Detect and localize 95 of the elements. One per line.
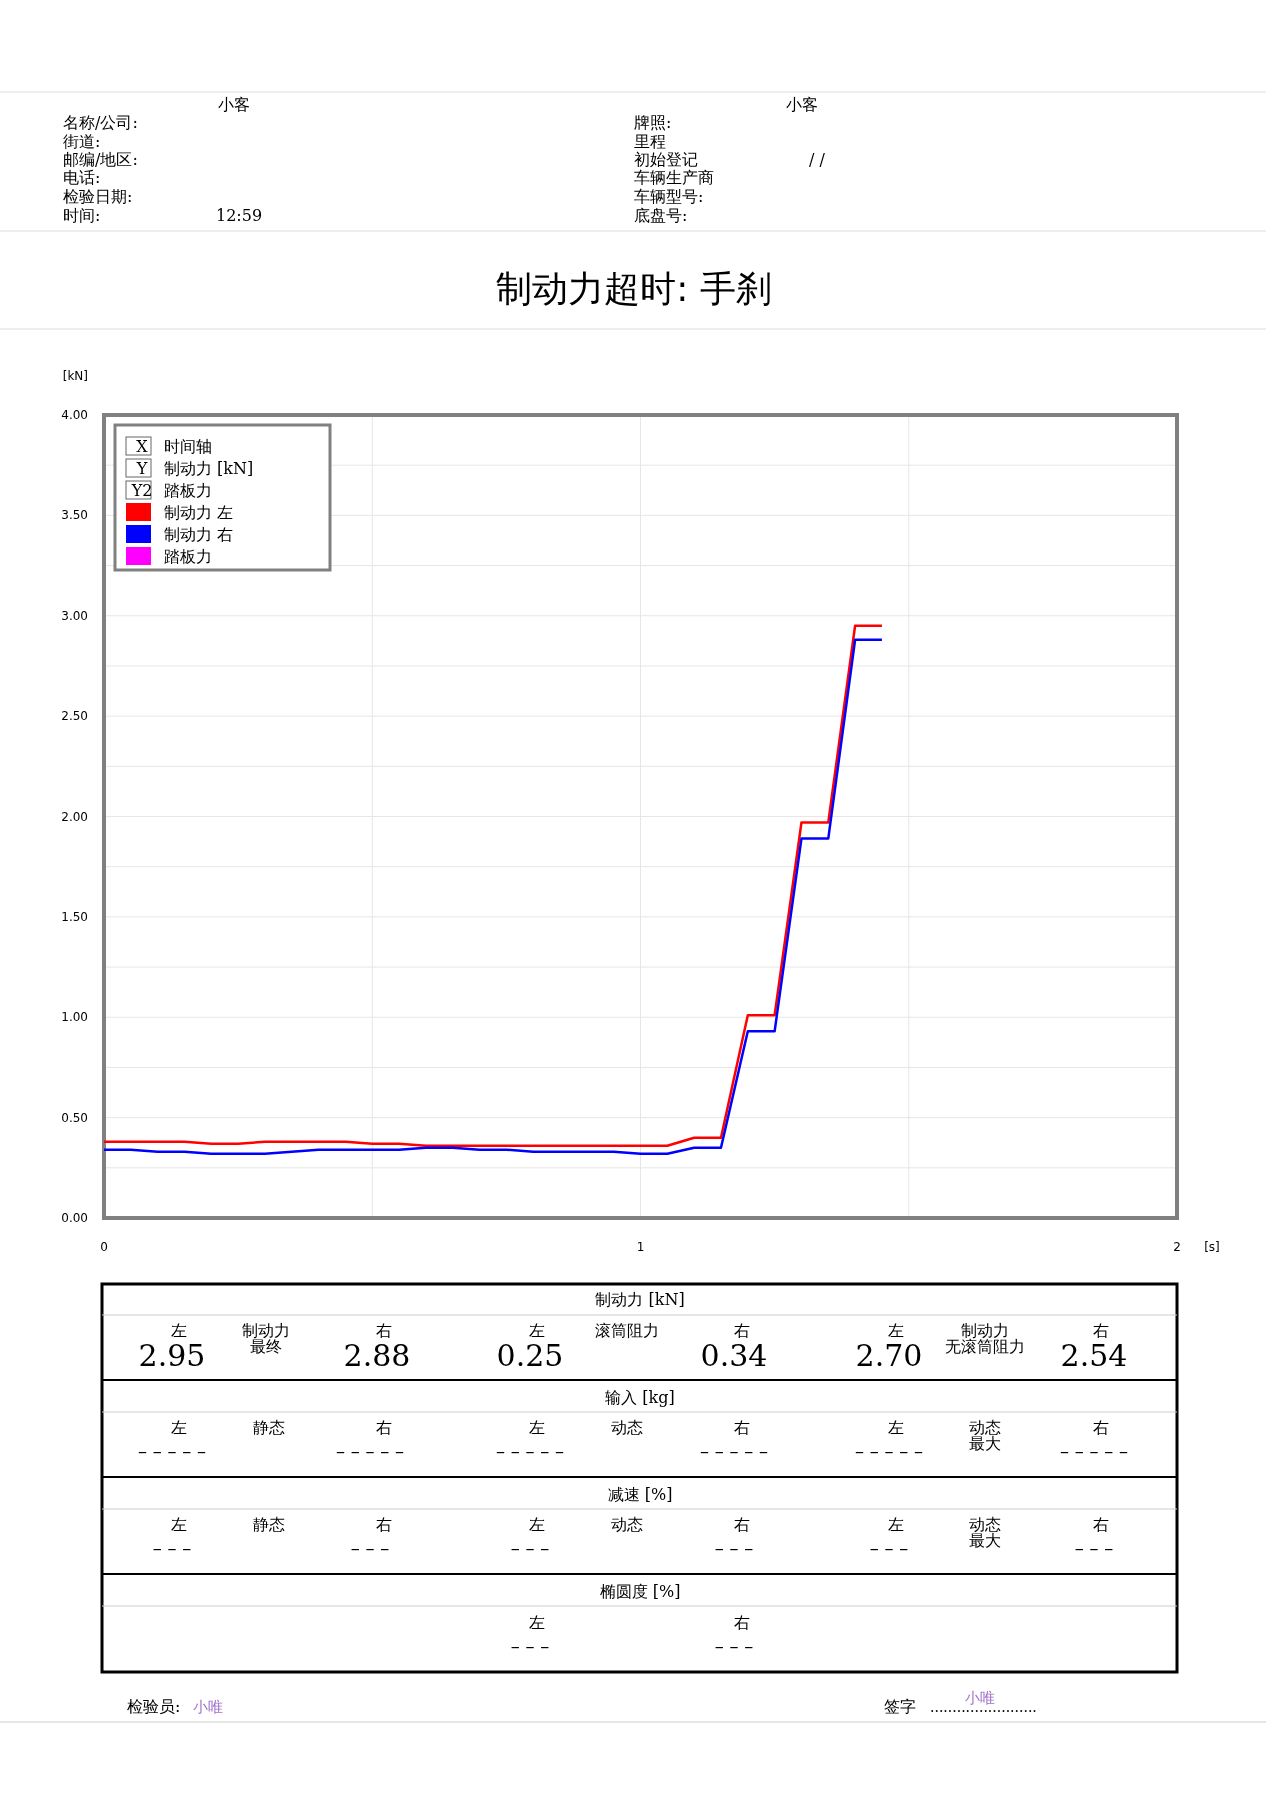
x-tick-label: 1	[636, 1240, 645, 1254]
text: 左	[171, 1418, 187, 1437]
text: 车辆生产商	[634, 168, 714, 187]
text: 最终	[250, 1337, 282, 1356]
text: 左	[888, 1321, 904, 1340]
text: – – – – –	[138, 1441, 206, 1462]
text: 2.88	[343, 1338, 411, 1373]
legend-label: 制动力 右	[164, 525, 234, 544]
text: – – –	[510, 1636, 550, 1657]
text: 底盘号:	[634, 206, 688, 225]
annotation: X	[136, 437, 149, 456]
text: 输入 [kg]	[605, 1388, 675, 1407]
text: 滚筒阻力	[595, 1321, 659, 1340]
text: 右	[376, 1418, 392, 1437]
annotation: 制动力 [kN]	[164, 459, 254, 478]
y-tick-label: 3.00	[61, 608, 88, 623]
text: 时间:	[63, 206, 101, 225]
text: 右	[1093, 1515, 1109, 1534]
y-tick-label: 4.00	[61, 408, 88, 422]
text: 减速 [%]	[607, 1485, 673, 1504]
annotation: 时间轴	[164, 437, 212, 456]
text: 制动力 [kN]	[595, 1290, 685, 1309]
text: – – –	[152, 1538, 192, 1559]
text: 右	[734, 1613, 750, 1632]
text: 牌照:	[634, 113, 672, 132]
text: – – –	[350, 1538, 390, 1559]
text: 静态	[253, 1418, 285, 1437]
y-tick-label: 3.50	[61, 508, 88, 523]
text: 2.70	[855, 1338, 923, 1373]
text: 左	[171, 1321, 187, 1340]
text: 小唯	[193, 1698, 223, 1716]
text: 名称/公司:	[63, 113, 138, 132]
text: 2.54	[1060, 1338, 1128, 1373]
y-tick-label: 2.50	[61, 709, 88, 724]
text: – – –	[714, 1636, 754, 1657]
text: 右	[376, 1515, 392, 1534]
text: 小客	[786, 95, 818, 114]
text: 制动力	[961, 1321, 1009, 1340]
text: 邮编/地区:	[63, 150, 138, 169]
y-tick-label: 0.00	[61, 1211, 88, 1225]
text: 左	[529, 1321, 545, 1340]
text: 右	[734, 1418, 750, 1437]
y-tick-label: 1.50	[61, 909, 88, 924]
text: 静态	[253, 1515, 285, 1534]
x-tick-label: 2	[1173, 1240, 1181, 1254]
text: – – –	[869, 1538, 909, 1559]
text: 里程	[634, 132, 666, 151]
text: – – –	[510, 1538, 550, 1559]
x-tick-label: 0	[100, 1240, 108, 1254]
text: 左	[888, 1515, 904, 1534]
text: 车辆型号:	[634, 187, 704, 206]
text: 椭圆度 [%]	[599, 1582, 681, 1601]
text: 左	[529, 1418, 545, 1437]
annotation: Y	[135, 459, 148, 478]
chart-title: 制动力超时: 手刹	[496, 268, 772, 309]
text: 右	[1093, 1321, 1109, 1340]
text: 街道:	[63, 132, 101, 151]
legend-label: 踏板力	[164, 547, 212, 566]
text: 动态	[611, 1418, 643, 1437]
text: 右	[376, 1321, 392, 1340]
text: 12:59	[216, 206, 263, 225]
text: 小客	[218, 95, 250, 114]
legend-label: 制动力 左	[164, 503, 234, 522]
x-axis-title: [s]	[1204, 1240, 1220, 1254]
text: 检验日期:	[63, 187, 133, 206]
text: 0.34	[700, 1338, 768, 1373]
text: 初始登记	[634, 150, 698, 169]
y-tick-label: 2.00	[61, 809, 88, 824]
text: 制动力	[242, 1321, 290, 1340]
text: – – – – –	[336, 1441, 404, 1462]
text: 左	[171, 1515, 187, 1534]
annotation: 踏板力	[164, 481, 212, 500]
text: – – –	[714, 1538, 754, 1559]
text: 电话:	[63, 168, 101, 187]
text: 右	[1093, 1418, 1109, 1437]
annotation: Y2	[130, 481, 153, 500]
text: – – – – –	[1060, 1441, 1128, 1462]
text: 左	[529, 1515, 545, 1534]
text: – – – – –	[700, 1441, 768, 1462]
y-tick-label: 0.50	[61, 1110, 88, 1125]
text: 动态	[611, 1515, 643, 1534]
text: 左	[529, 1613, 545, 1632]
text: 右	[734, 1515, 750, 1534]
y-axis-title: [kN]	[62, 369, 88, 383]
text: 检验员:	[127, 1697, 181, 1716]
text: – – – – –	[496, 1441, 564, 1462]
text: / /	[809, 150, 826, 169]
text: – – – – –	[855, 1441, 923, 1462]
text: 0.25	[496, 1338, 564, 1373]
text: 右	[734, 1321, 750, 1340]
text: 签字	[884, 1697, 916, 1716]
text: 左	[888, 1418, 904, 1437]
text: – – –	[1074, 1538, 1114, 1559]
y-tick-label: 1.00	[61, 1010, 88, 1025]
text: 2.95	[138, 1338, 206, 1373]
